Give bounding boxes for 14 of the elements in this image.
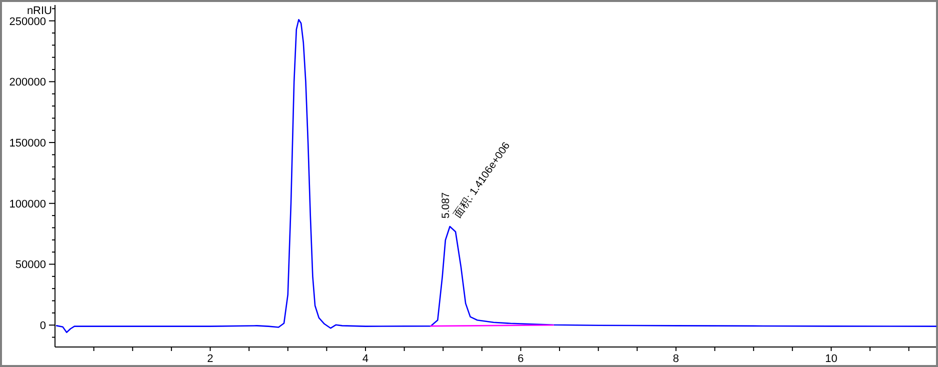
x-tick-label: 6	[518, 353, 524, 365]
x-tick-label: 8	[672, 353, 680, 365]
y-tick-label: 100000	[9, 198, 46, 210]
y-tick-label: 50000	[15, 259, 46, 272]
y-tick-label: 250000	[9, 16, 46, 28]
y-tick-label: 150000	[9, 138, 46, 150]
y-tick-label: 200000	[9, 76, 46, 89]
x-tick-label: 4	[362, 353, 369, 365]
y-tick-label: 0	[40, 320, 46, 332]
annotation: 5.087	[440, 192, 452, 219]
x-tick-label: 2	[207, 353, 214, 365]
line-series	[56, 18, 937, 334]
y-axis-title: nRIU	[26, 5, 52, 17]
x-tick-label: 10	[825, 353, 838, 365]
